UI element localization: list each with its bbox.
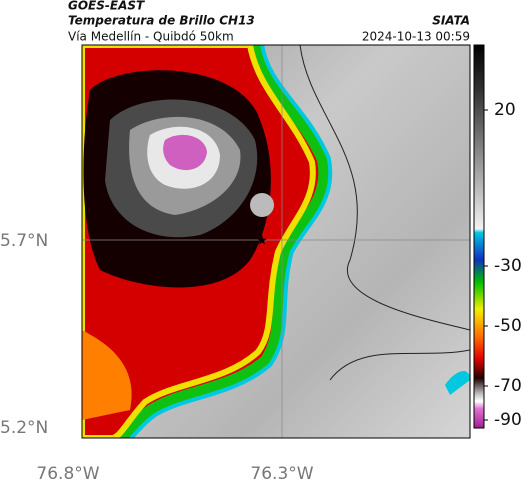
timestamp: 2024-10-13 00:59 (362, 30, 470, 44)
colorbar-label: -90 (494, 410, 522, 430)
colorbar-label: 20 (494, 100, 516, 120)
lon-label: 76.8°W (36, 464, 99, 484)
svg-text:★: ★ (256, 234, 268, 249)
colorbar-label: -70 (494, 376, 522, 396)
colorbar-label: -30 (494, 256, 522, 276)
lon-label: 76.3°W (250, 464, 313, 484)
map: ★ (82, 45, 470, 438)
colorbar-label: -50 (494, 316, 522, 336)
lat-label: 5.2°N (0, 418, 48, 438)
subtitle: Temperatura de Brillo CH13 (68, 14, 255, 28)
lat-label: 5.7°N (0, 231, 48, 251)
colorbar (473, 44, 485, 429)
route: Vía Medellín - Quibdó 50km (68, 30, 234, 44)
map-frame (81, 44, 471, 439)
colorbar-ticks (484, 109, 488, 421)
title: GOES-EAST (68, 0, 145, 13)
source: SIATA (432, 14, 470, 28)
